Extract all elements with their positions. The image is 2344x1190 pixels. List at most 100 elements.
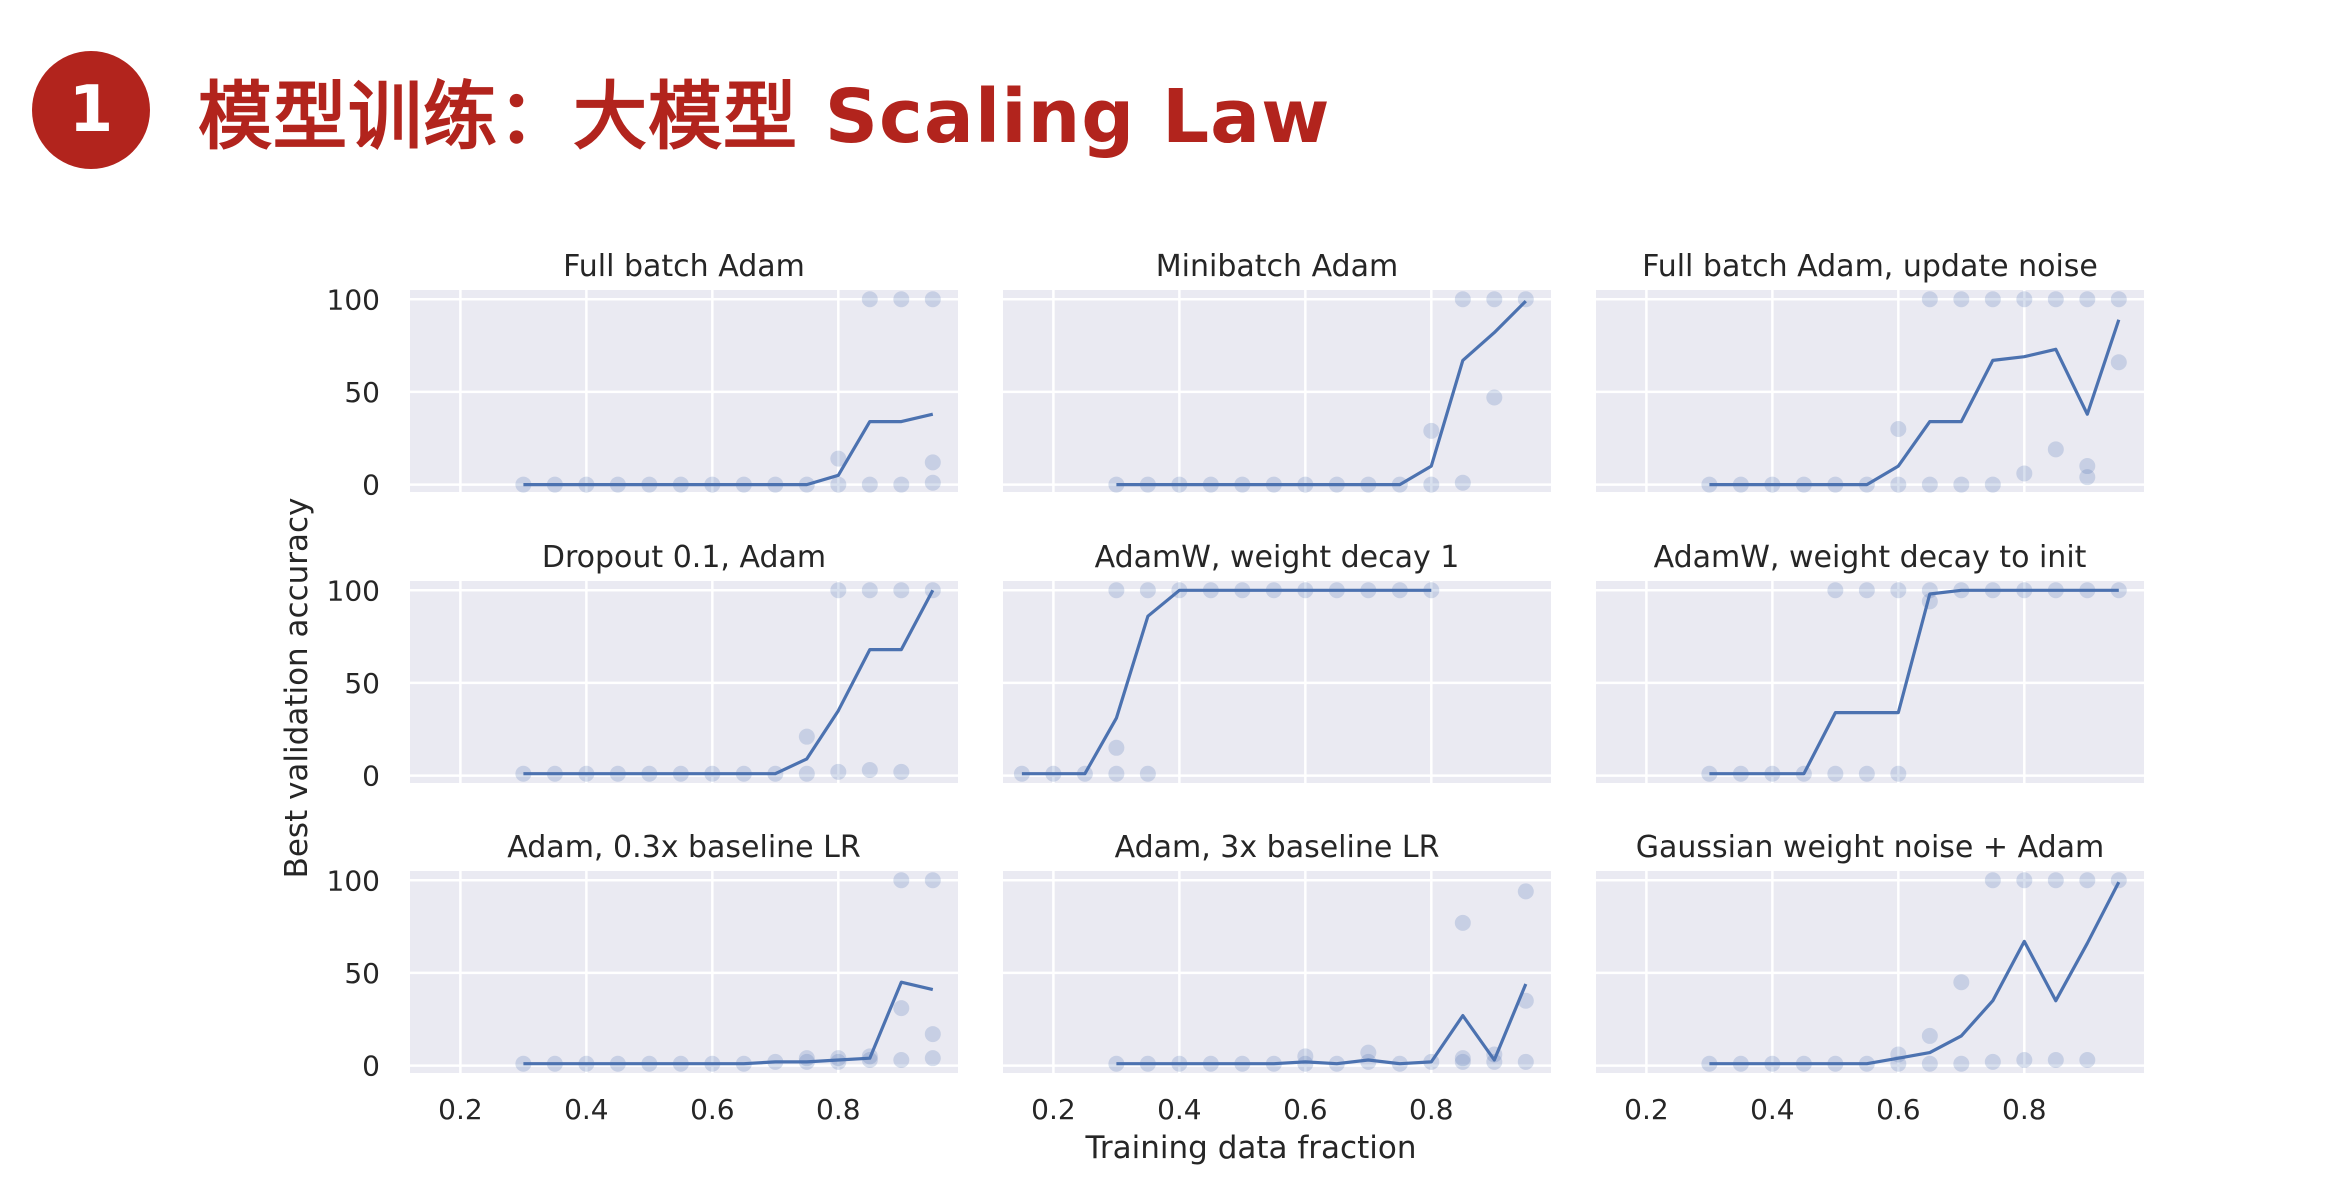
panel-title: AdamW, weight decay 1 — [1095, 540, 1460, 575]
data-point — [515, 476, 532, 493]
data-point — [1486, 291, 1503, 308]
data-point — [924, 582, 941, 599]
data-point — [2047, 291, 2064, 308]
data-point — [798, 1050, 815, 1067]
data-point — [830, 450, 847, 467]
panel-title: Gaussian weight noise + Adam — [1636, 830, 2105, 865]
slide-header: 1 模型训练：大模型 Scaling Law — [32, 50, 1330, 170]
data-point — [893, 1052, 910, 1069]
data-point — [893, 582, 910, 599]
data-point — [1921, 1055, 1938, 1072]
x-tick-label: 0.4 — [1750, 1093, 1795, 1126]
y-tick-label: 100 — [327, 864, 380, 897]
y-tick-label: 0 — [362, 1050, 380, 1083]
data-point — [798, 765, 815, 782]
data-point — [924, 291, 941, 308]
data-point — [1984, 1053, 2001, 1070]
data-point — [1297, 1048, 1314, 1065]
mean-accuracy-line — [523, 589, 935, 776]
data-point — [924, 872, 941, 889]
data-point — [1517, 883, 1534, 900]
data-point — [830, 1050, 847, 1067]
data-point — [2079, 291, 2096, 308]
data-point — [1858, 582, 1875, 599]
data-point — [1890, 420, 1907, 437]
y-tick-label: 50 — [344, 667, 380, 700]
data-point — [2016, 465, 2033, 482]
panel-title: Adam, 0.3x baseline LR — [507, 830, 860, 865]
panel-title: Adam, 3x baseline LR — [1115, 830, 1440, 865]
x-tick-label: 0.6 — [1876, 1093, 1921, 1126]
data-point — [1953, 1055, 1970, 1072]
data-point — [1013, 765, 1030, 782]
data-point — [1108, 765, 1125, 782]
data-point — [893, 763, 910, 780]
data-point — [893, 476, 910, 493]
data-point — [1454, 474, 1471, 491]
data-point — [1139, 582, 1156, 599]
data-point — [1953, 476, 1970, 493]
data-point — [1139, 765, 1156, 782]
data-point — [1953, 974, 1970, 991]
x-axis-label: Training data fraction — [1085, 1130, 1417, 1166]
data-point — [830, 1053, 847, 1070]
data-point — [830, 476, 847, 493]
data-point — [1108, 582, 1125, 599]
y-tick-label: 100 — [327, 283, 380, 316]
data-point — [2110, 872, 2127, 889]
panel-title: Minibatch Adam — [1156, 249, 1398, 284]
y-tick-label: 100 — [327, 574, 380, 607]
data-point — [893, 291, 910, 308]
mean-accuracy-line — [1116, 299, 1527, 487]
panel-title: Dropout 0.1, Adam — [542, 540, 826, 575]
mean-accuracy-line — [1116, 983, 1528, 1066]
data-point — [1984, 476, 2001, 493]
data-point — [2079, 469, 2096, 486]
mean-accuracy-line — [523, 412, 934, 487]
data-point — [1297, 1055, 1314, 1072]
data-point — [861, 1052, 878, 1069]
data-point — [1360, 1044, 1377, 1061]
data-point — [1454, 1053, 1471, 1070]
data-point — [1984, 291, 2001, 308]
data-point — [515, 1055, 532, 1072]
x-tick-label: 0.8 — [2002, 1093, 2047, 1126]
data-point — [1423, 582, 1440, 599]
data-point — [2016, 872, 2033, 889]
data-point — [861, 582, 878, 599]
panel-title: Full batch Adam, update noise — [1642, 249, 2098, 284]
data-point — [2047, 1052, 2064, 1069]
data-point — [1890, 765, 1907, 782]
data-point — [1486, 389, 1503, 406]
x-tick-label: 0.8 — [1409, 1093, 1454, 1126]
data-point — [1921, 1027, 1938, 1044]
x-tick-label: 0.8 — [816, 1093, 861, 1126]
data-point — [1108, 1055, 1125, 1072]
data-point — [2110, 354, 2127, 371]
data-point — [2016, 1052, 2033, 1069]
data-point — [1858, 765, 1875, 782]
data-point — [1454, 291, 1471, 308]
data-point — [1953, 291, 1970, 308]
data-point — [1921, 476, 1938, 493]
data-point — [1454, 1050, 1471, 1067]
data-point — [1454, 914, 1471, 931]
data-point — [1827, 765, 1844, 782]
section-number-badge: 1 — [32, 51, 150, 169]
data-point — [1108, 739, 1125, 756]
data-point — [924, 454, 941, 471]
data-point — [1423, 476, 1440, 493]
y-tick-label: 50 — [344, 376, 380, 409]
x-tick-label: 0.6 — [1283, 1093, 1328, 1126]
data-point — [1517, 1053, 1534, 1070]
data-point — [2079, 458, 2096, 475]
data-point — [924, 1050, 941, 1067]
data-point — [861, 291, 878, 308]
y-tick-label: 0 — [362, 760, 380, 793]
data-point — [2016, 291, 2033, 308]
data-point — [893, 1000, 910, 1017]
data-point — [830, 582, 847, 599]
data-point — [2110, 582, 2127, 599]
mean-accuracy-line — [1021, 588, 1432, 776]
